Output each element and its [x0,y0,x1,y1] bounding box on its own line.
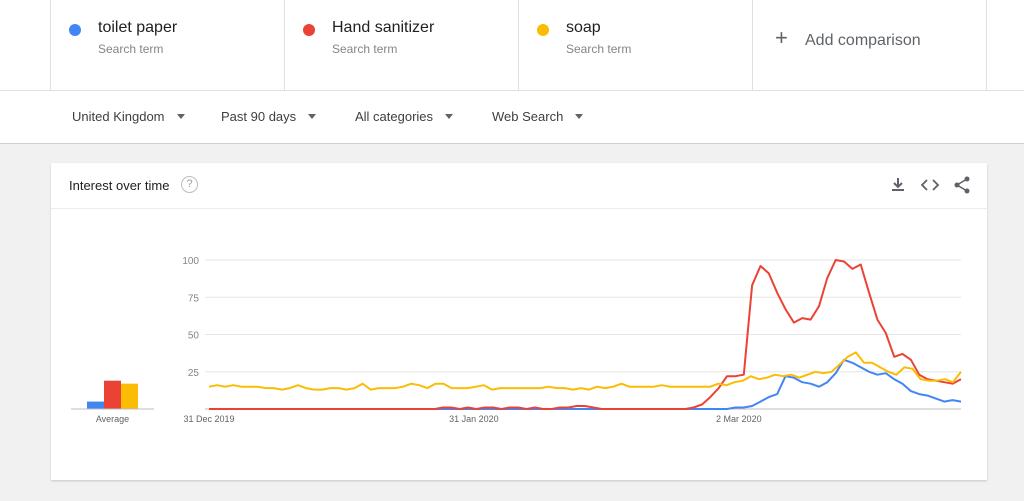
interest-chart: Average 25 50 75 100 31 Dec 2019 31 Jan 2020… [71,256,962,424]
filters-bar: United Kingdom Past 90 days All categori… [0,90,1024,144]
average-label: Average [96,414,129,424]
chevron-down-icon [575,114,584,119]
term-name[interactable]: toilet paper [98,19,178,36]
chevron-down-icon [445,114,454,119]
help-icon[interactable]: ? [181,176,198,193]
term-hand-sanitizer[interactable]: Hand sanitizer Search term [284,0,519,90]
y-tick-label: 75 [188,293,200,304]
chevron-down-icon [176,114,185,119]
source-dropdown[interactable]: Web Search [492,109,584,124]
add-comparison-label[interactable]: Add comparison [805,32,921,49]
card-title: Interest over time [69,178,170,193]
term-type-label: Search term [332,42,398,56]
source-value: Web Search [492,109,564,124]
x-axis-labels: 31 Dec 2019 31 Jan 2020 2 Mar 2020 [183,414,761,424]
term-soap[interactable]: soap Search term [518,0,753,90]
term-name[interactable]: soap [566,19,601,36]
download-icon[interactable] [888,175,908,195]
series-line-soap [208,351,962,391]
share-icon[interactable] [952,175,972,195]
x-tick-label: 2 Mar 2020 [716,414,762,424]
term-name[interactable]: Hand sanitizer [332,19,435,36]
average-bar-hand-sanitizer [104,380,121,409]
series-color-dot [303,24,315,36]
interest-over-time-card: Interest over time ? Average 25 50 75 100 3… [51,163,987,480]
category-value: All categories [355,109,434,124]
add-comparison-button[interactable]: + Add comparison [752,0,987,90]
region-value: United Kingdom [72,109,165,124]
series-color-dot [69,24,81,36]
series-line-hand-sanitizer [209,259,962,410]
period-dropdown[interactable]: Past 90 days [221,109,317,124]
series-color-dot [537,24,549,36]
series-line-toilet-paper [209,358,962,410]
region-dropdown[interactable]: United Kingdom [72,109,185,124]
category-dropdown[interactable]: All categories [355,109,454,124]
x-tick-label: 31 Dec 2019 [183,414,234,424]
average-bars: Average [71,380,154,424]
average-bar-soap [121,383,138,409]
plus-icon: + [775,25,788,50]
chevron-down-icon [308,114,317,119]
search-terms-bar: toilet paper Search term Hand sanitizer … [0,0,1024,90]
series-lines [208,259,962,410]
embed-icon[interactable] [920,175,940,195]
average-bar-toilet-paper [87,401,104,409]
y-tick-label: 50 [188,331,200,342]
term-type-label: Search term [98,42,164,56]
card-header: Interest over time ? [51,163,987,209]
period-value: Past 90 days [221,109,297,124]
term-type-label: Search term [566,42,632,56]
term-toilet-paper[interactable]: toilet paper Search term [50,0,285,90]
y-tick-label: 100 [182,256,199,267]
x-tick-label: 31 Jan 2020 [449,414,499,424]
y-tick-label: 25 [188,368,200,379]
divider [986,0,987,90]
